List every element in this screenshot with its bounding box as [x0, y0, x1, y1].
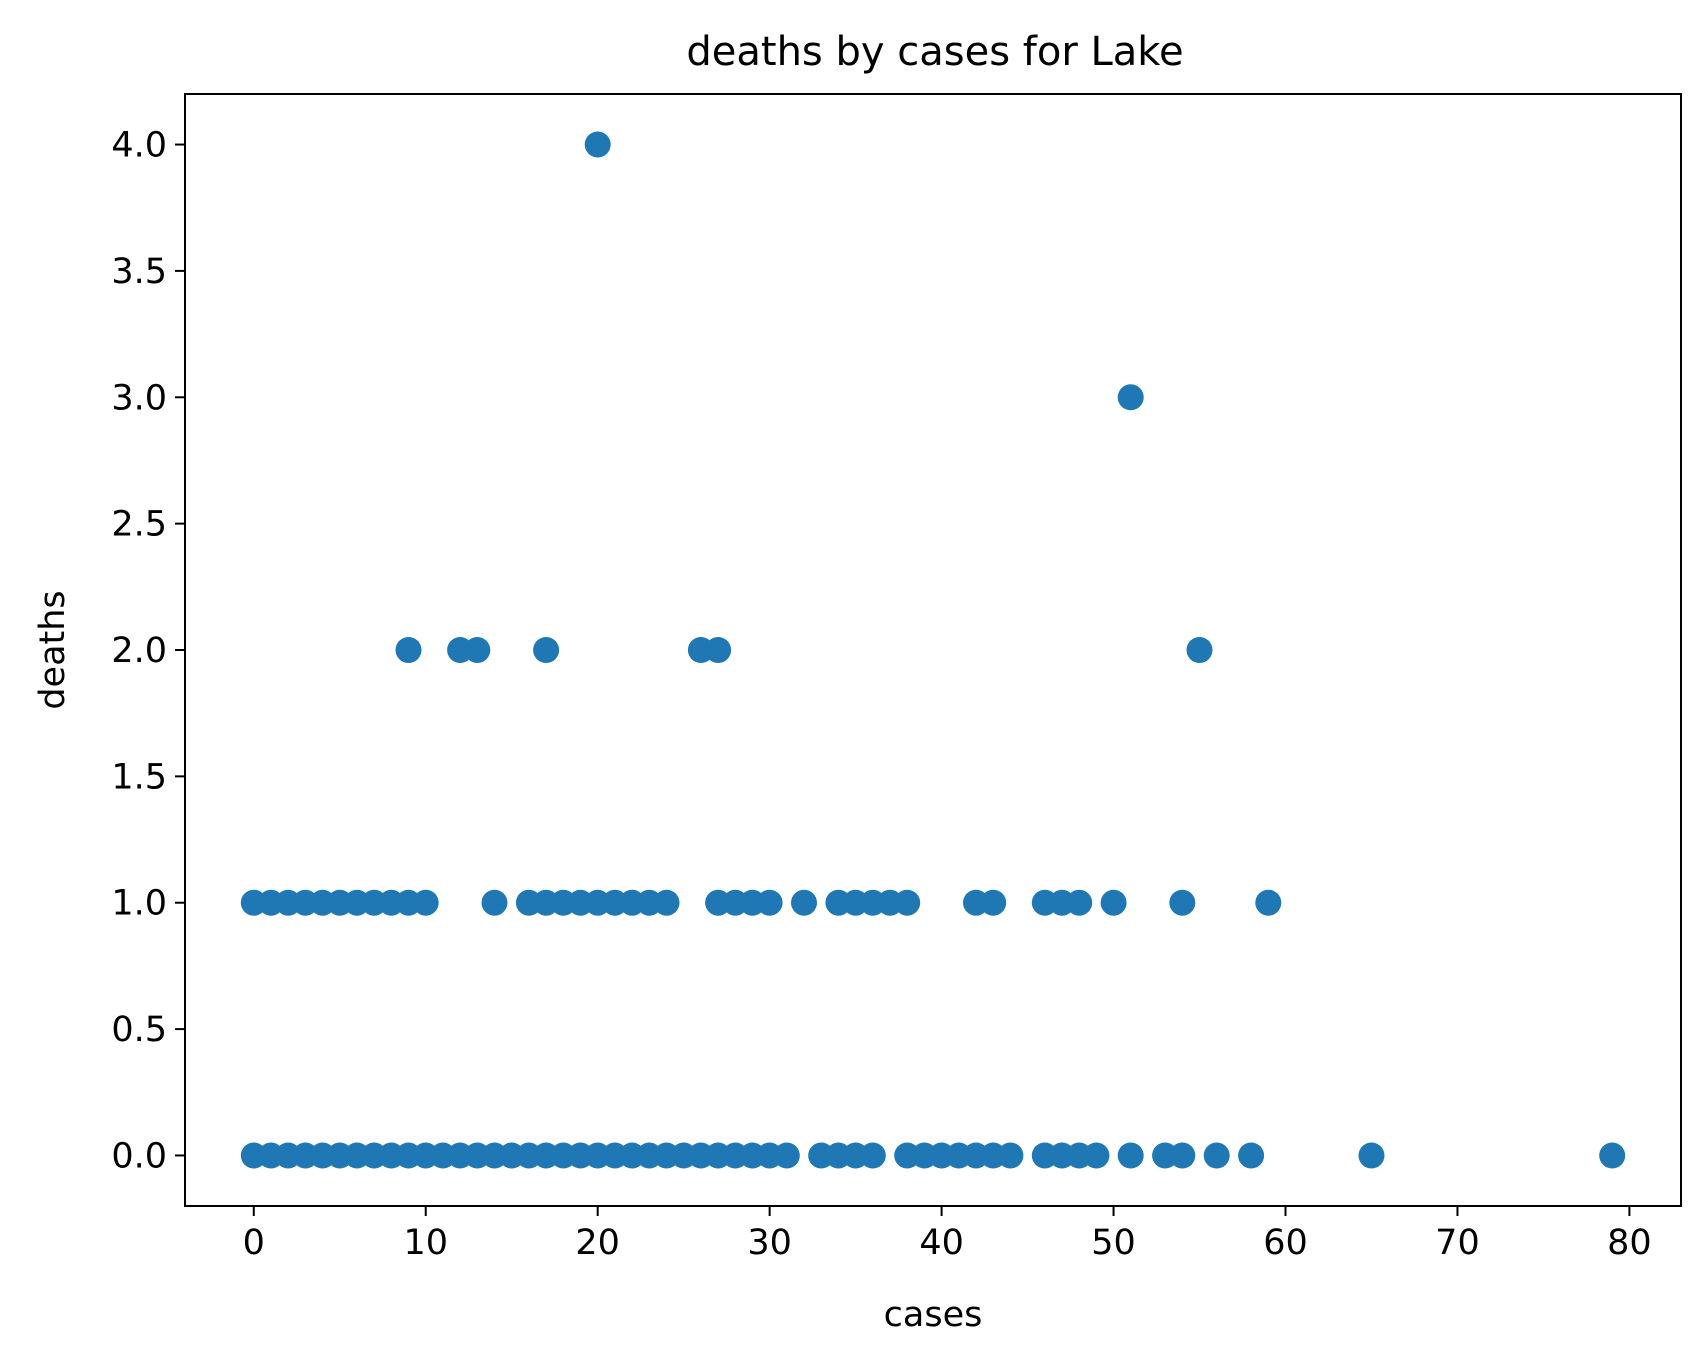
- data-point: [980, 889, 1007, 916]
- data-point: [1358, 1142, 1385, 1169]
- data-point: [705, 637, 732, 663]
- data-point: [481, 889, 508, 916]
- data-point: [1117, 1142, 1144, 1169]
- data-point: [1169, 1142, 1196, 1169]
- y-tick-label: 2.0: [111, 631, 167, 671]
- data-point: [1100, 889, 1127, 916]
- data-point: [791, 889, 817, 916]
- x-tick-label: 70: [1435, 1223, 1480, 1263]
- y-tick-label: 0.0: [111, 1136, 167, 1176]
- data-point: [412, 889, 439, 916]
- y-tick-label: 3.0: [111, 378, 167, 418]
- y-tick-label: 2.5: [111, 505, 167, 545]
- data-point: [1255, 889, 1282, 916]
- data-point: [1169, 889, 1196, 916]
- data-point: [1066, 889, 1093, 916]
- x-tick-label: 40: [919, 1223, 964, 1263]
- x-axis-ticks: 0 10 20 30 40 50 60 70 80: [243, 1206, 1652, 1263]
- y-tick-label: 1.0: [111, 884, 167, 924]
- points-layer: [240, 131, 1626, 1169]
- chart-title: deaths by cases for Lake: [686, 29, 1183, 75]
- data-point: [1117, 384, 1144, 411]
- data-point: [1599, 1142, 1626, 1169]
- y-tick-label: 4.0: [111, 126, 167, 166]
- y-axis-label: deaths: [33, 590, 73, 709]
- data-point: [584, 131, 611, 158]
- x-tick-label: 20: [575, 1223, 620, 1263]
- y-axis-ticks: 0.0 0.5 1.0 1.5 2.0 2.5 3.0 3.5 4.0: [111, 126, 185, 1176]
- data-point: [1238, 1142, 1265, 1169]
- x-tick-label: 50: [1091, 1223, 1136, 1263]
- data-point: [653, 889, 680, 916]
- x-tick-label: 0: [243, 1223, 265, 1263]
- y-tick-label: 0.5: [111, 1010, 167, 1050]
- data-point: [859, 1142, 886, 1169]
- y-tick-label: 3.5: [111, 252, 167, 292]
- data-point: [395, 637, 422, 663]
- data-point: [464, 637, 491, 663]
- x-tick-label: 60: [1263, 1223, 1308, 1263]
- y-tick-label: 1.5: [111, 757, 167, 797]
- x-axis-label: cases: [884, 1295, 983, 1335]
- data-point: [997, 1142, 1024, 1169]
- x-tick-label: 80: [1607, 1223, 1652, 1263]
- data-point: [1203, 1142, 1230, 1169]
- x-tick-label: 30: [747, 1223, 792, 1263]
- x-tick-label: 10: [403, 1223, 448, 1263]
- data-point: [894, 889, 921, 916]
- data-point: [533, 637, 560, 663]
- data-point: [1083, 1142, 1110, 1169]
- data-point: [1186, 637, 1213, 663]
- data-point: [773, 1142, 800, 1169]
- data-point: [756, 889, 783, 916]
